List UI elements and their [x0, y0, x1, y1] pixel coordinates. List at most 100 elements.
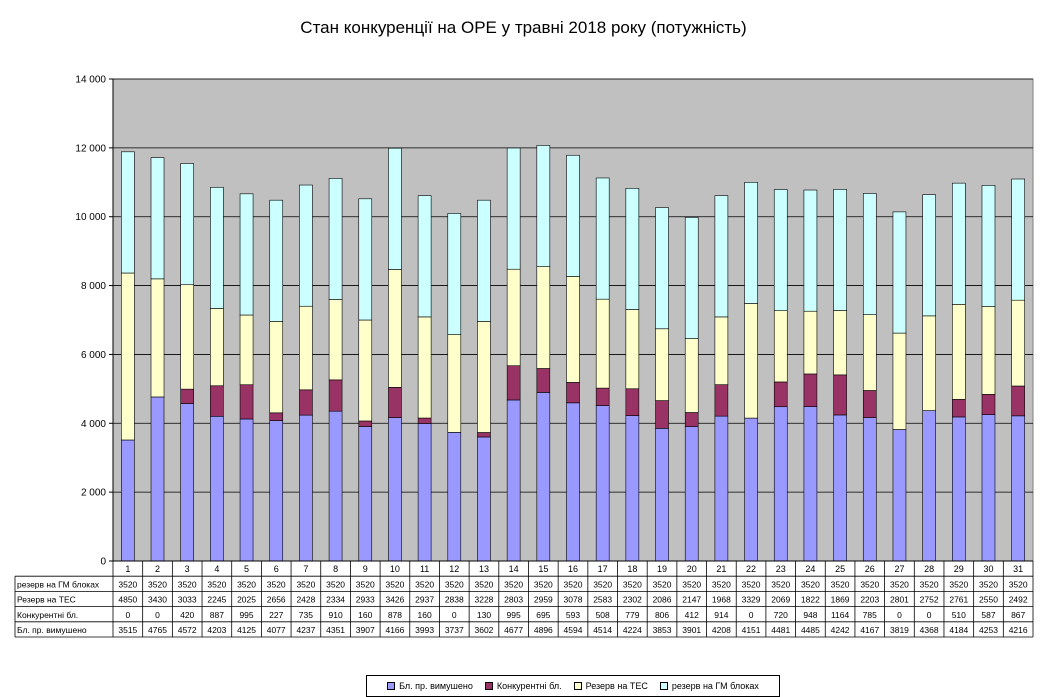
bar-tes [833, 310, 847, 376]
data-label: 420 [180, 610, 194, 620]
x-tick-label: 24 [805, 564, 815, 574]
bar-bl [922, 410, 936, 562]
data-label: 3520 [860, 579, 879, 589]
bar-gm [862, 193, 877, 315]
bar-tes [358, 319, 373, 422]
data-label: 587 [981, 610, 995, 620]
bar-konk [269, 412, 284, 421]
bar-konk [566, 382, 580, 404]
bar-konk [180, 388, 194, 404]
legend-label: Резерв на ТЕС [585, 681, 648, 691]
data-label: 4151 [742, 625, 761, 635]
bar-tes [299, 305, 313, 391]
bar-gm [566, 154, 580, 277]
x-tick-label: 30 [983, 564, 993, 574]
x-tick-label: 19 [657, 564, 667, 574]
bar-bl [744, 417, 758, 562]
data-label: 3520 [178, 579, 197, 589]
y-tick-label: 8 000 [81, 281, 106, 292]
bar-konk [239, 384, 254, 420]
data-label: 4850 [118, 595, 137, 605]
data-label: 3737 [445, 625, 464, 635]
data-label: 3520 [623, 579, 642, 589]
x-tick-label: 15 [538, 564, 548, 574]
bar-konk [506, 365, 521, 401]
bar-tes [892, 332, 907, 430]
table-row-label: Бл. пр. вимушено [17, 625, 87, 635]
data-label: 2147 [682, 595, 701, 605]
x-tick-label: 8 [333, 564, 338, 574]
bar-tes [239, 314, 254, 386]
x-tick-label: 31 [1013, 564, 1023, 574]
x-tick-label: 16 [568, 564, 578, 574]
bar-bl [684, 426, 699, 562]
x-tick-label: 26 [865, 564, 875, 574]
data-label: 3520 [385, 579, 404, 589]
bar-tes [417, 316, 432, 419]
data-label: 4077 [267, 625, 286, 635]
bar-bl [328, 410, 343, 562]
data-label: 3520 [504, 579, 523, 589]
bar-tes [595, 298, 610, 389]
bar-gm [328, 178, 343, 300]
bar-tes [477, 321, 491, 433]
bar-gm [150, 157, 165, 280]
bar-konk [210, 385, 224, 417]
data-label: 2069 [771, 595, 790, 605]
x-tick-label: 20 [687, 564, 697, 574]
bar-bl [210, 415, 224, 562]
data-label: 720 [774, 610, 788, 620]
bar-gm [180, 163, 194, 286]
bar-tes [566, 276, 580, 383]
bar-gm [922, 194, 936, 317]
bar-bl [803, 406, 818, 562]
legend-item: резерв на ГМ блоках [659, 681, 759, 691]
data-label: 914 [714, 610, 728, 620]
data-label: 3520 [801, 579, 820, 589]
x-tick-label: 14 [509, 564, 519, 574]
data-label: 4208 [712, 625, 731, 635]
bar-konk [655, 400, 669, 429]
x-tick-label: 13 [479, 564, 489, 574]
bar-tes [952, 304, 966, 400]
bar-tes [922, 315, 936, 411]
data-label: 3907 [356, 625, 375, 635]
bar-konk [536, 368, 551, 393]
data-label: 0 [452, 610, 457, 620]
y-tick-label: 0 [100, 557, 106, 568]
bar-tes [447, 334, 462, 433]
bar-bl [625, 415, 640, 562]
chart-legend: Бл. пр. вимушено Конкурентні бл. Резерв на… [366, 675, 780, 697]
bar-bl [239, 418, 254, 562]
data-label: 3520 [296, 579, 315, 589]
y-tick-label: 12 000 [75, 143, 106, 154]
bar-konk [803, 373, 818, 407]
data-label: 2937 [415, 595, 434, 605]
data-label: 3520 [949, 579, 968, 589]
bar-tes [150, 278, 165, 398]
bar-tes [655, 328, 669, 401]
x-tick-label: 7 [303, 564, 308, 574]
bar-tes [744, 303, 758, 419]
bar-bl [180, 403, 194, 562]
bar-konk [299, 389, 313, 416]
data-label: 4896 [534, 625, 553, 635]
data-label: 593 [566, 610, 580, 620]
bar-bl [981, 414, 996, 562]
bar-konk [1011, 385, 1025, 417]
data-label: 4237 [296, 625, 315, 635]
data-label: 3520 [356, 579, 375, 589]
bar-tes [803, 310, 818, 375]
data-label: 2803 [504, 595, 523, 605]
data-label: 2801 [890, 595, 909, 605]
data-label: 3520 [831, 579, 850, 589]
data-label: 2492 [1009, 595, 1028, 605]
bar-tes [981, 306, 996, 395]
bar-bl [1011, 415, 1025, 562]
data-label: 878 [388, 610, 402, 620]
bar-bl [952, 416, 966, 562]
data-label: 3426 [385, 595, 404, 605]
bar-bl [506, 399, 521, 562]
data-label: 2752 [920, 595, 939, 605]
x-tick-label: 21 [716, 564, 726, 574]
